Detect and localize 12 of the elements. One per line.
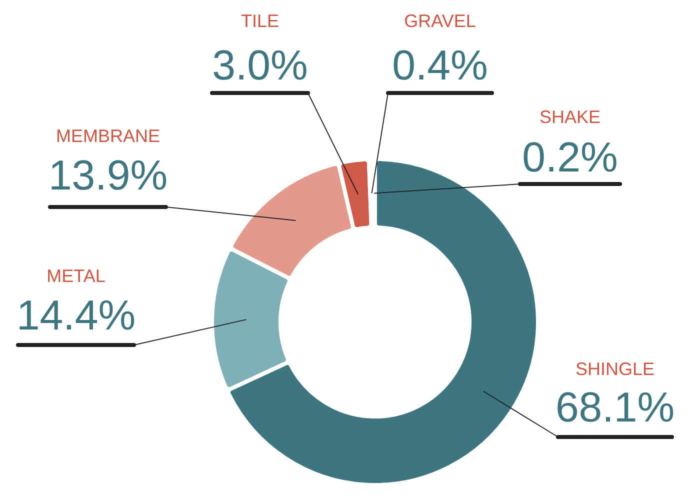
data-label: 0.4% xyxy=(392,42,488,89)
data-label: 14.4% xyxy=(16,292,136,339)
slice-label: METAL xyxy=(46,266,106,286)
slice-label: SHINGLE xyxy=(575,358,655,379)
slice-label: TILE xyxy=(240,10,280,31)
data-label: 13.9% xyxy=(48,152,168,199)
data-label: 0.2% xyxy=(522,134,618,181)
slice-label: MEMBRANE xyxy=(56,126,160,146)
data-label: 3.0% xyxy=(212,42,308,89)
slice-label: GRAVEL xyxy=(404,10,476,31)
slice-label: SHAKE xyxy=(539,106,601,127)
data-label: 68.1% xyxy=(555,384,675,431)
